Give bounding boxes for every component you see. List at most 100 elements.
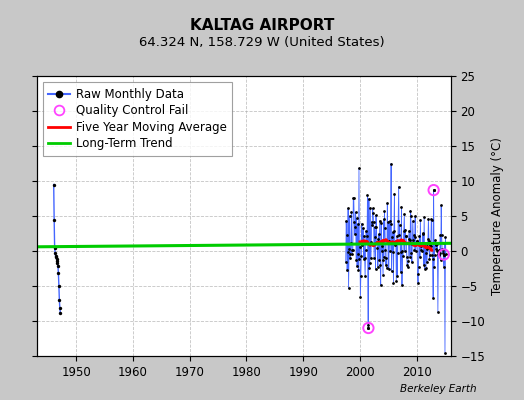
Point [353,215,361,222]
Point [361,273,369,279]
Point [440,240,449,246]
Point [413,238,421,244]
Point [343,249,352,255]
Point [352,256,361,263]
Point [414,263,423,270]
Point [344,285,353,292]
Point [368,222,376,228]
Point [359,256,368,262]
Point [408,240,417,247]
Point [380,254,388,260]
Point [420,262,428,268]
Point [379,216,388,222]
Point [412,240,420,247]
Point [419,231,428,237]
Point [422,246,431,252]
Point [401,226,409,233]
Point [420,214,428,220]
Point [420,265,429,272]
Point [412,238,421,245]
Point [365,265,374,271]
Point [385,237,394,244]
Point [403,264,412,270]
Point [370,255,378,261]
Point [390,227,398,234]
Point [384,218,392,225]
Point [425,238,433,245]
Point [51,253,60,259]
Point [369,210,377,217]
Point [387,268,396,274]
Point [427,216,435,222]
Point [365,195,373,202]
Point [355,165,363,172]
Point [373,244,381,251]
Point [436,257,445,263]
Point [50,216,58,223]
Point [368,205,377,212]
Point [415,240,423,246]
Point [53,258,61,264]
Point [401,248,409,254]
Point [367,218,376,225]
Point [413,271,422,277]
Point [402,254,411,260]
Point [429,255,437,262]
Point [399,253,407,259]
Point [370,224,379,230]
Point [427,243,435,249]
Point [382,255,390,262]
Point [410,247,419,254]
Point [362,247,370,253]
Point [346,255,354,261]
Point [417,243,425,250]
Point [430,187,438,193]
Point [409,236,418,243]
Point [366,205,375,212]
Point [433,241,442,248]
Point [391,241,399,247]
Point [423,259,431,265]
Point [405,228,413,234]
Point [364,325,373,331]
Point [437,202,445,208]
Point [55,297,63,303]
Point [351,224,359,230]
Point [378,243,386,249]
Point [350,195,358,202]
Point [407,213,415,219]
Point [391,242,399,248]
Point [342,218,351,224]
Point [372,212,380,218]
Point [441,234,450,241]
Point [411,213,419,219]
Point [348,246,357,253]
Point [376,217,384,224]
Point [429,295,438,301]
Point [348,250,356,257]
Point [424,215,433,222]
Point [431,241,440,248]
Point [405,236,413,243]
Text: KALTAG AIRPORT: KALTAG AIRPORT [190,18,334,33]
Point [402,233,410,240]
Point [442,251,450,258]
Text: Berkeley Earth: Berkeley Earth [400,384,477,394]
Point [385,266,393,272]
Y-axis label: Temperature Anomaly (°C): Temperature Anomaly (°C) [490,137,504,295]
Point [396,236,405,243]
Point [360,233,368,240]
Point [386,218,394,224]
Point [406,236,414,243]
Point [348,246,356,253]
Point [372,266,380,272]
Point [364,321,372,328]
Point [54,283,63,289]
Point [342,258,350,265]
Point [389,280,398,286]
Point [52,254,60,260]
Point [434,308,442,315]
Point [440,251,448,258]
Point [380,208,389,214]
Point [430,187,438,193]
